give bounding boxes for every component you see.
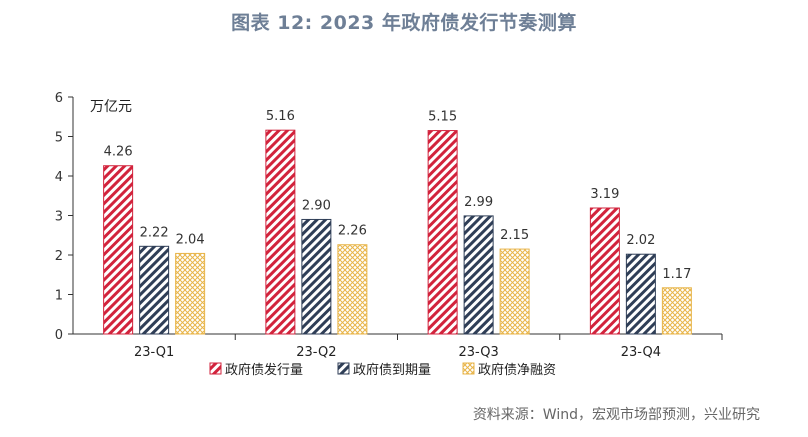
y-tick-label: 0 xyxy=(55,328,63,343)
y-axis-label: 万亿元 xyxy=(90,99,132,115)
legend-swatch xyxy=(209,362,222,375)
data-label: 2.99 xyxy=(464,195,493,210)
bar-2 xyxy=(463,215,494,335)
x-tick-label: 23-Q3 xyxy=(459,345,499,360)
chart-legend: 政府债发行量 政府债到期量 政府债净融资 xyxy=(209,362,556,378)
bar-3 xyxy=(175,252,206,335)
y-tick-label: 1 xyxy=(55,289,63,304)
data-label: 3.19 xyxy=(590,187,619,202)
bar-3 xyxy=(499,248,530,335)
y-tick-label: 6 xyxy=(55,91,63,106)
legend-swatch xyxy=(337,362,350,375)
bar-3 xyxy=(661,287,692,335)
data-label: 5.15 xyxy=(428,110,457,125)
data-label: 2.04 xyxy=(176,232,205,247)
legend-label: 政府债净融资 xyxy=(478,363,556,378)
bar-1 xyxy=(589,207,620,335)
data-label: 2.15 xyxy=(500,228,529,243)
chart-title: 图表 12: 2023 年政府债发行节奏测算 xyxy=(231,12,577,34)
bar-chart: 0 1 2 3 4 5 6 万亿元 23-Q1 4.26 2.22 2.04 23-Q2 5.16 2.90… xyxy=(55,91,723,378)
x-tick-label: 23-Q4 xyxy=(621,345,661,360)
bar-2 xyxy=(301,218,332,335)
data-label: 1.17 xyxy=(662,267,691,282)
data-label: 5.16 xyxy=(266,109,295,124)
data-label: 2.26 xyxy=(338,224,367,239)
bar-1 xyxy=(427,130,458,335)
data-label: 2.90 xyxy=(302,198,331,213)
bar-2 xyxy=(139,245,170,335)
bar-1 xyxy=(103,165,134,335)
bar-1 xyxy=(265,129,296,335)
source-note: 资料来源：Wind，宏观市场部预测，兴业研究 xyxy=(472,407,760,423)
y-tick-label: 2 xyxy=(55,249,63,264)
bar-2 xyxy=(625,253,656,335)
legend-label: 政府债发行量 xyxy=(225,362,303,378)
data-label: 4.26 xyxy=(104,145,133,160)
y-tick-label: 5 xyxy=(55,131,63,146)
x-tick-label: 23-Q1 xyxy=(134,345,174,360)
legend-swatch xyxy=(462,362,475,375)
bar-3 xyxy=(337,244,368,335)
y-tick-label: 4 xyxy=(55,170,63,185)
y-tick-label: 3 xyxy=(55,210,63,225)
legend-label: 政府债到期量 xyxy=(353,363,431,378)
data-label: 2.02 xyxy=(626,233,655,248)
data-label: 2.22 xyxy=(140,225,169,240)
x-tick-label: 23-Q2 xyxy=(296,345,336,360)
